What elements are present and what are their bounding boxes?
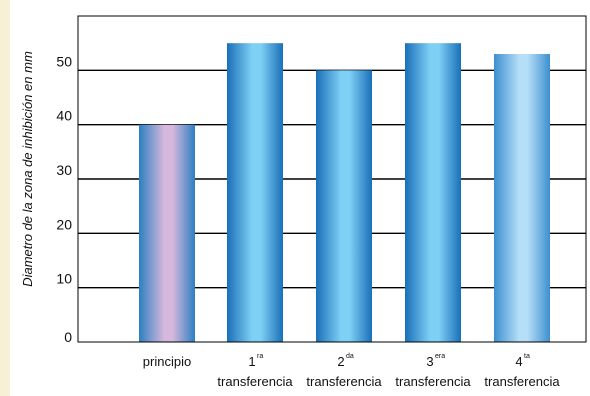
x-category-line2: transferencia bbox=[484, 374, 560, 389]
x-category-main: principio bbox=[143, 354, 191, 369]
x-category-line2: transferencia bbox=[306, 374, 382, 389]
y-tick-labels: 0 10 20 30 40 50 bbox=[56, 53, 72, 345]
x-category-label: 2 da transferencia bbox=[306, 353, 382, 389]
bar-4 bbox=[494, 54, 550, 343]
x-category-label: 1 ra transferencia bbox=[217, 353, 293, 389]
x-category-labels: principio 1 ra transferencia 2 da transferenci… bbox=[143, 353, 561, 389]
x-category-line2: transferencia bbox=[217, 374, 293, 389]
x-category-label: principio bbox=[143, 354, 191, 369]
x-category-main: 3 bbox=[426, 354, 433, 369]
chart-area: 0 10 20 30 40 50 principio 1 ra transferencia 2 da… bbox=[10, 0, 590, 396]
y-axis-label: Diametro de la zona de inhibición en mm bbox=[20, 51, 35, 287]
x-category-sup: ra bbox=[257, 353, 263, 360]
y-tick-label: 20 bbox=[56, 216, 72, 232]
x-category-main: 1 bbox=[248, 354, 255, 369]
y-tick-label: 10 bbox=[56, 271, 72, 287]
x-category-label: 3 era transferencia bbox=[395, 353, 471, 389]
bars bbox=[139, 43, 550, 343]
bar-0 bbox=[139, 124, 195, 343]
x-category-line2: transferencia bbox=[395, 374, 471, 389]
x-category-main: 4 bbox=[515, 354, 522, 369]
bar-2 bbox=[316, 70, 372, 342]
x-category-label: 4 ta transferencia bbox=[484, 353, 560, 389]
bar-3 bbox=[405, 43, 461, 343]
y-tick-label: 40 bbox=[56, 108, 72, 124]
y-tick-label: 30 bbox=[56, 162, 72, 178]
axes bbox=[77, 15, 587, 343]
bar-1 bbox=[227, 43, 283, 343]
y-tick-label: 50 bbox=[56, 53, 72, 69]
x-category-sup: era bbox=[435, 353, 445, 360]
x-category-sup: ta bbox=[524, 353, 530, 360]
plot-frame bbox=[77, 15, 587, 343]
x-category-sup: da bbox=[346, 353, 354, 360]
x-category-main: 2 bbox=[337, 354, 344, 369]
y-tick-label: 0 bbox=[64, 329, 72, 345]
